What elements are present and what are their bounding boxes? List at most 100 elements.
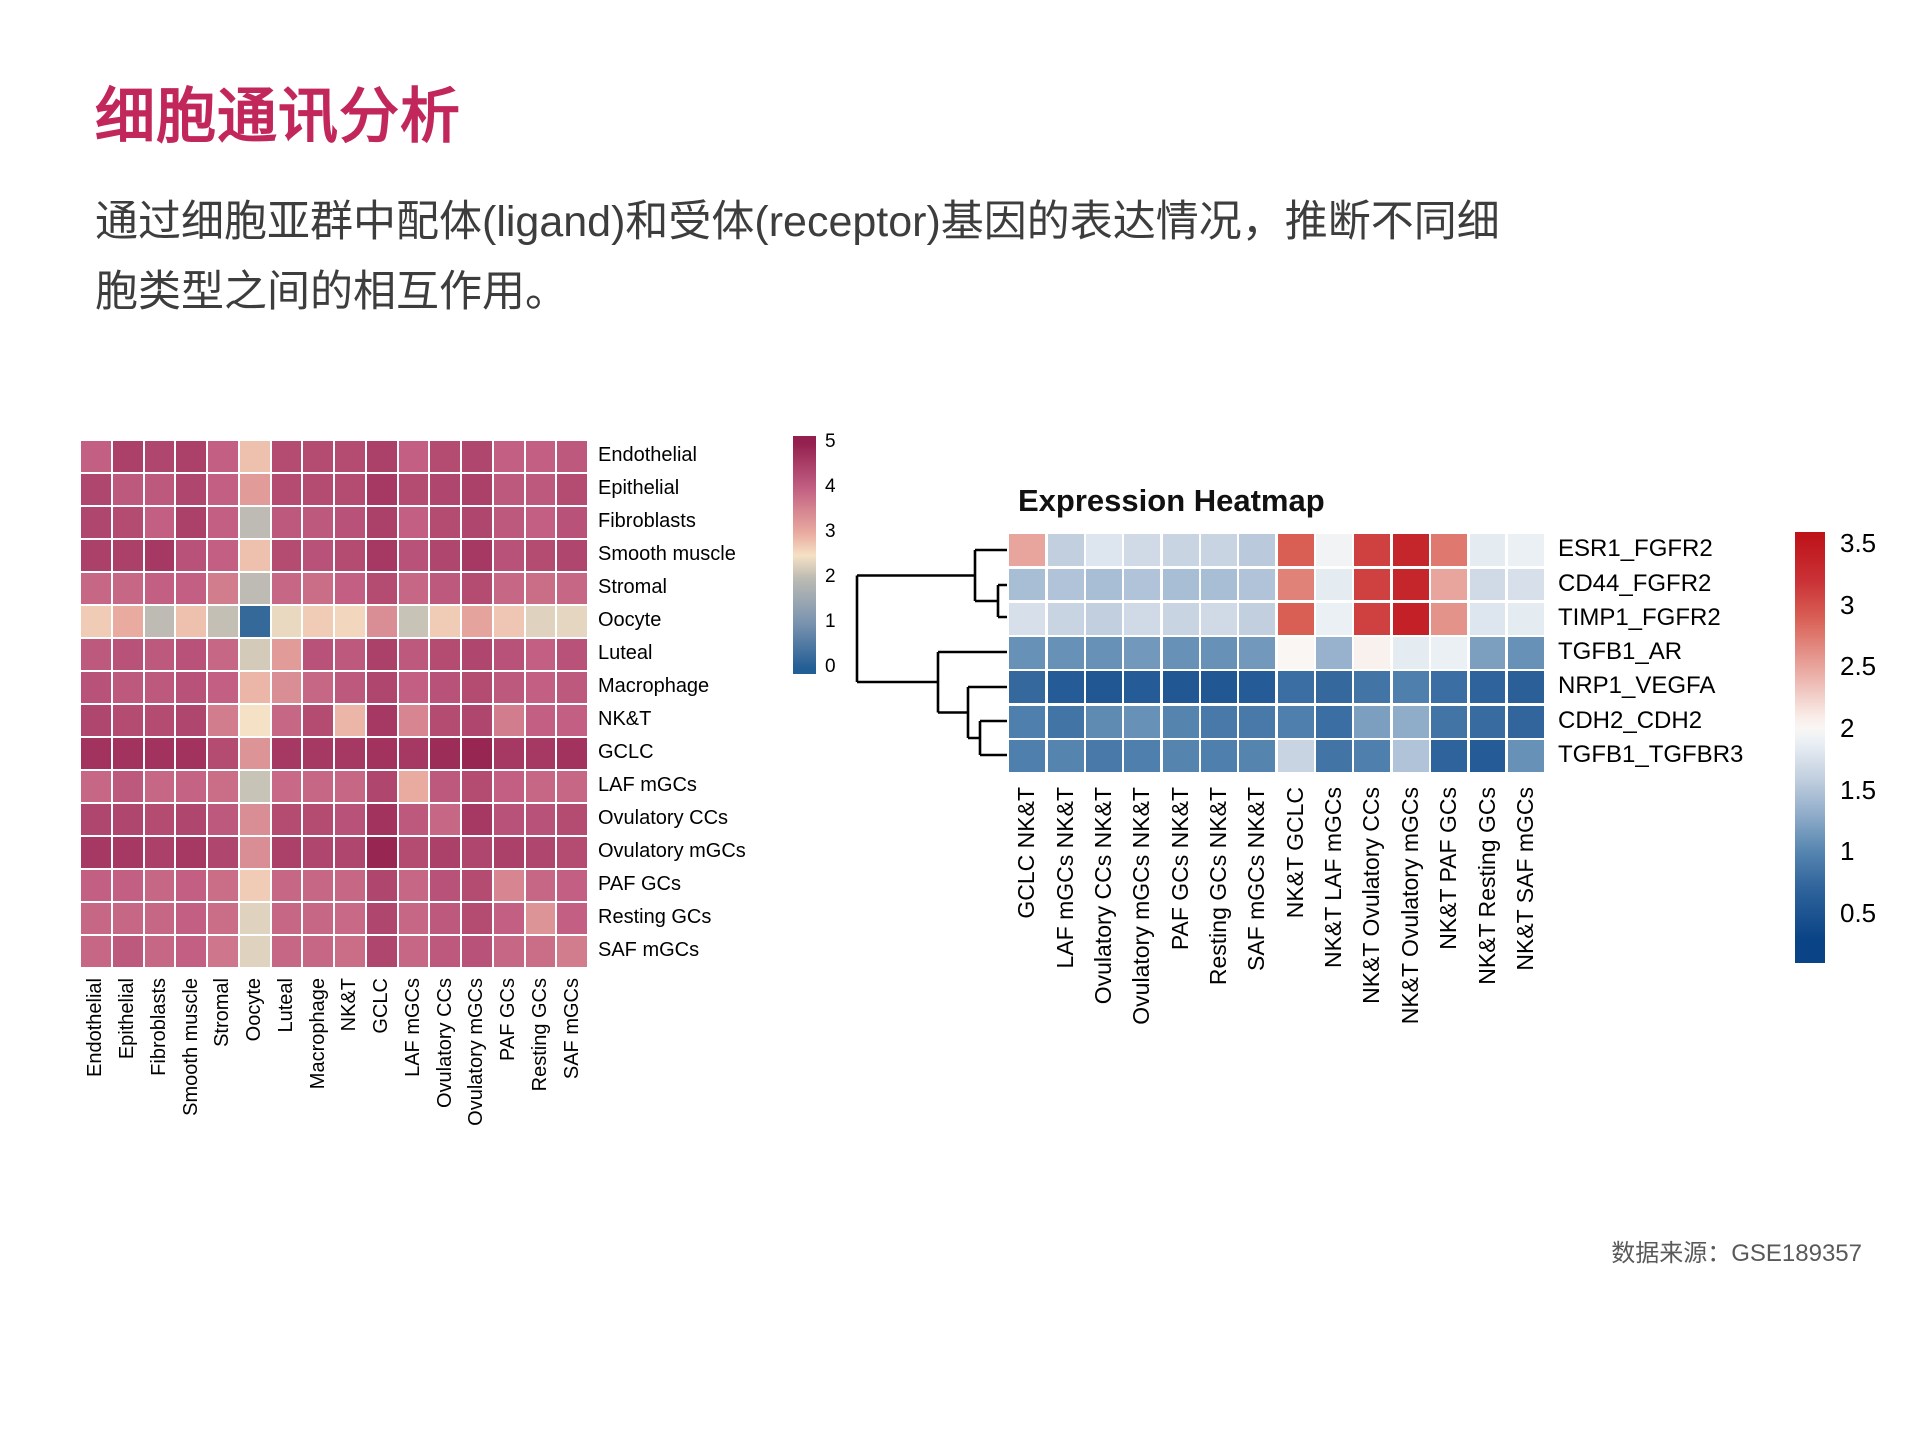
heatmap-cell xyxy=(176,507,206,538)
heatmap-cell xyxy=(1316,705,1353,738)
heatmap-cell xyxy=(303,936,333,967)
heatmap-col-label: Ovulatory CCs xyxy=(433,978,456,1109)
heatmap-col-label: Macrophage xyxy=(306,978,329,1090)
heatmap-cell xyxy=(430,705,460,736)
heatmap-cell xyxy=(208,573,238,604)
heatmap-col-label: NK&T Ovulatory CCs xyxy=(1358,787,1385,1004)
heatmap-col-label: Endothelial xyxy=(84,978,107,1077)
heatmap-cell xyxy=(1277,705,1314,738)
heatmap-cell xyxy=(525,474,556,505)
heatmap-cell xyxy=(1354,740,1391,772)
heatmap-col-label: Ovulatory mGCs NK&T xyxy=(1128,787,1155,1025)
heatmap-cell xyxy=(144,870,175,901)
heatmap-cell xyxy=(430,870,460,901)
heatmap-cell xyxy=(462,936,492,967)
heatmap-cell xyxy=(303,573,333,604)
heatmap-cell xyxy=(1085,637,1122,669)
heatmap-cell xyxy=(493,936,524,967)
heatmap-cell xyxy=(271,474,302,505)
heatmap-cell xyxy=(81,639,111,670)
heatmap-cell xyxy=(271,903,302,934)
heatmap-cell xyxy=(462,441,492,472)
heatmap-cell xyxy=(1085,568,1122,601)
heatmap-cell xyxy=(1316,740,1353,772)
heatmap-col-label: Resting GCs xyxy=(528,978,551,1092)
heatmap-cell xyxy=(1277,534,1314,567)
heatmap-cell xyxy=(176,936,206,967)
heatmap-row-label: SAF mGCs xyxy=(598,939,700,962)
heatmap-cell xyxy=(493,540,524,571)
heatmap-cell xyxy=(430,573,460,604)
heatmap-cell xyxy=(1162,534,1199,567)
heatmap-cell xyxy=(398,540,429,571)
heatmap-row-label: Resting GCs xyxy=(598,906,712,929)
heatmap-cell xyxy=(1431,637,1468,669)
expression-heatmap-title: Expression Heatmap xyxy=(1018,483,1325,518)
heatmap-cell xyxy=(1201,637,1237,669)
heatmap-cell xyxy=(525,903,556,934)
heatmap-cell xyxy=(144,936,175,967)
heatmap-cell xyxy=(430,804,460,835)
heatmap-cell xyxy=(303,441,333,472)
heatmap-cell xyxy=(335,441,365,472)
heatmap-cell xyxy=(81,903,111,934)
heatmap-col-label: SAF mGCs NK&T xyxy=(1243,787,1270,972)
heatmap-cell xyxy=(303,870,333,901)
heatmap-col-label: LAF mGCs xyxy=(401,978,424,1077)
heatmap-cell xyxy=(81,474,111,505)
heatmap-cell xyxy=(208,837,238,868)
heatmap-row-label: Endothelial xyxy=(598,444,697,467)
heatmap-cell xyxy=(1431,534,1468,567)
heatmap-cell xyxy=(366,474,397,505)
heatmap-cell xyxy=(525,705,556,736)
heatmap-cell xyxy=(430,837,460,868)
heatmap-cell xyxy=(176,870,206,901)
heatmap-cell xyxy=(366,672,397,703)
heatmap-cell xyxy=(1431,705,1468,738)
heatmap-col-label: GCLC NK&T xyxy=(1013,787,1040,919)
heatmap-cell xyxy=(1201,671,1237,704)
heatmap-cell xyxy=(239,606,270,637)
colorbar-tick-label: 3 xyxy=(825,521,836,543)
heatmap-cell xyxy=(557,507,587,538)
heatmap-cell xyxy=(1277,637,1314,669)
heatmap-col-label: PAF GCs NK&T xyxy=(1166,787,1193,951)
heatmap-cell xyxy=(366,441,397,472)
heatmap-cell xyxy=(112,672,143,703)
heatmap-cell xyxy=(176,573,206,604)
heatmap-col-label: Fibroblasts xyxy=(147,978,170,1076)
heatmap-cell xyxy=(335,903,365,934)
heatmap-col-label: Epithelial xyxy=(116,978,139,1060)
heatmap-cell xyxy=(1277,740,1314,772)
heatmap-cell xyxy=(81,507,111,538)
heatmap-cell xyxy=(430,672,460,703)
heatmap-cell xyxy=(366,507,397,538)
heatmap-cell xyxy=(335,771,365,802)
data-source-note: 数据来源：GSE189357 xyxy=(1611,1240,1862,1267)
heatmap-cell xyxy=(493,903,524,934)
heatmap-cell xyxy=(1162,705,1199,738)
heatmap-cell xyxy=(493,606,524,637)
heatmap-cell xyxy=(303,540,333,571)
heatmap-col-label: Ovulatory CCs NK&T xyxy=(1089,787,1116,1005)
heatmap-cell xyxy=(1507,671,1544,704)
heatmap-col-label: Resting GCs NK&T xyxy=(1205,787,1232,986)
heatmap-cell xyxy=(144,540,175,571)
heatmap-col-label: Smooth muscle xyxy=(179,978,202,1116)
heatmap-cell xyxy=(144,606,175,637)
heatmap-row-label: LAF mGCs xyxy=(598,774,697,797)
heatmap-cell xyxy=(1162,671,1199,704)
heatmap-cell xyxy=(81,573,111,604)
heatmap-cell xyxy=(1162,637,1199,669)
heatmap-cell xyxy=(1162,740,1199,772)
heatmap-cell xyxy=(1507,740,1544,772)
heatmap-col-label: NK&T PAF GCs xyxy=(1435,787,1462,950)
heatmap-cell xyxy=(557,606,587,637)
heatmap-cell xyxy=(81,441,111,472)
heatmap-cell xyxy=(144,441,175,472)
heatmap-cell xyxy=(557,573,587,604)
heatmap-cell xyxy=(493,837,524,868)
heatmap-cell xyxy=(81,936,111,967)
heatmap-cell xyxy=(271,606,302,637)
